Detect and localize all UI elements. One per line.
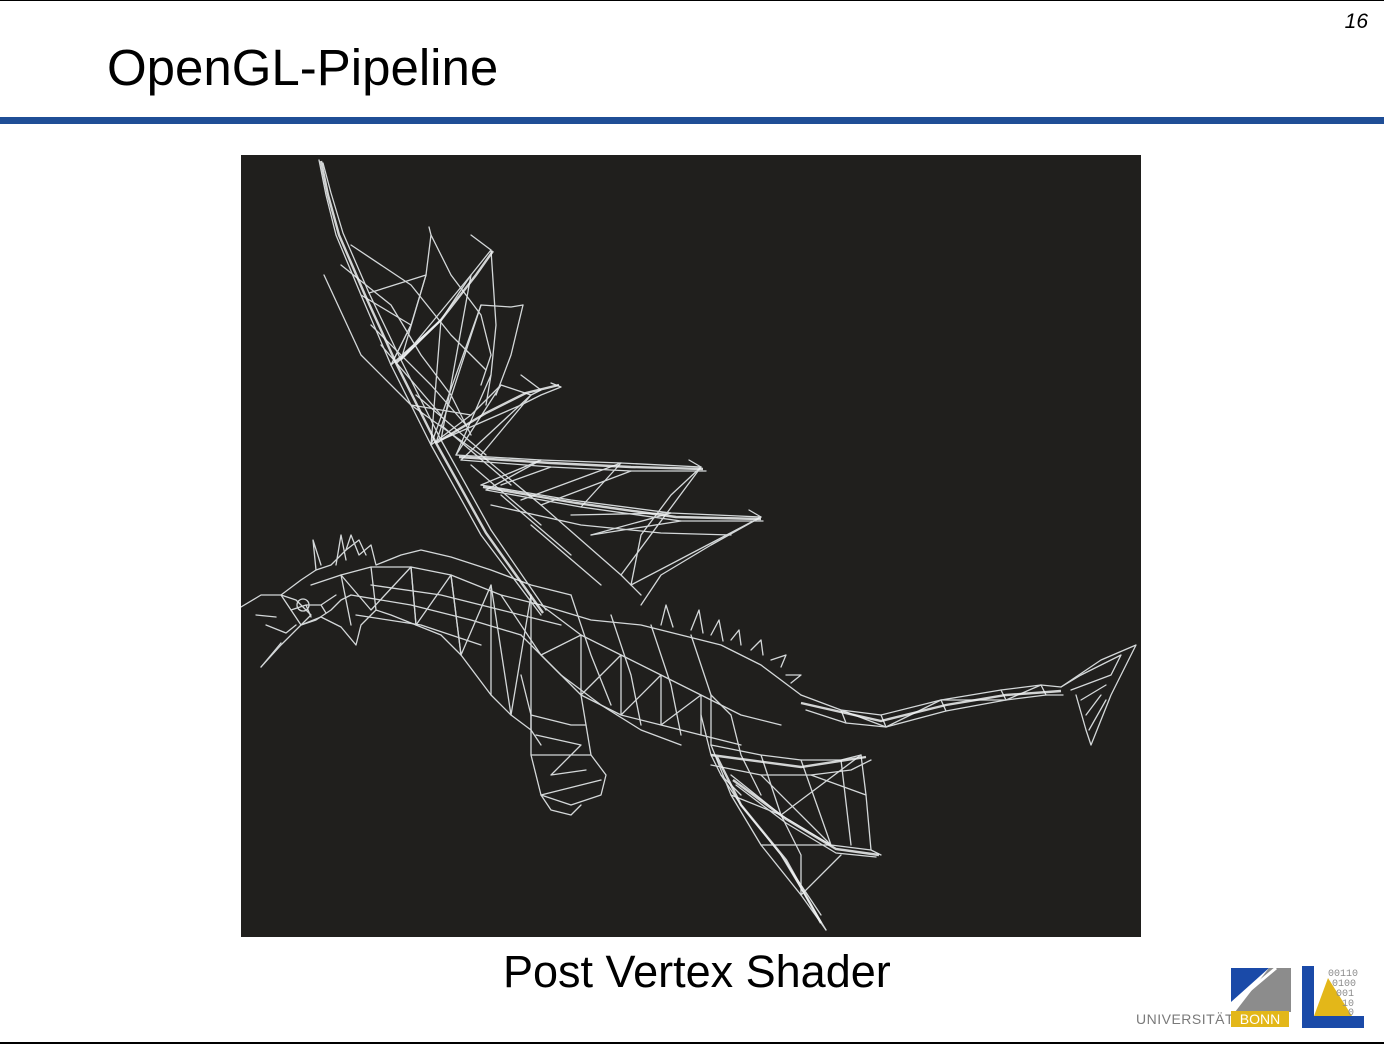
header-rule (0, 117, 1384, 124)
logo-binary-line-3: 001 (1336, 989, 1354, 1000)
university-bonn-logo: 00110 0100 001 10 0 UNIVERSITÄT BONN (1136, 966, 1368, 1030)
dragon-wireframe-figure (241, 155, 1141, 937)
dragon-wireframe-icon (241, 159, 1137, 931)
logo-mark-right-icon: 00110 0100 001 10 0 (1302, 966, 1364, 1028)
top-border (0, 0, 1384, 1)
logo-binary-line-2: 0100 (1332, 979, 1356, 990)
logo-bonn-text: BONN (1231, 1011, 1289, 1027)
logo-university-text: UNIVERSITÄT (1136, 1011, 1235, 1027)
figure-caption: Post Vertex Shader (503, 946, 891, 997)
logo-binary-line-4: 10 (1342, 999, 1354, 1010)
logo-binary-line-1: 00110 (1328, 969, 1358, 980)
logo-binary-line-5: 0 (1348, 1008, 1354, 1019)
logo-mark-left-icon (1231, 968, 1291, 1012)
page-number: 16 (1344, 10, 1368, 33)
slide-title: OpenGL-Pipeline (107, 39, 499, 96)
bottom-border (0, 1042, 1384, 1044)
